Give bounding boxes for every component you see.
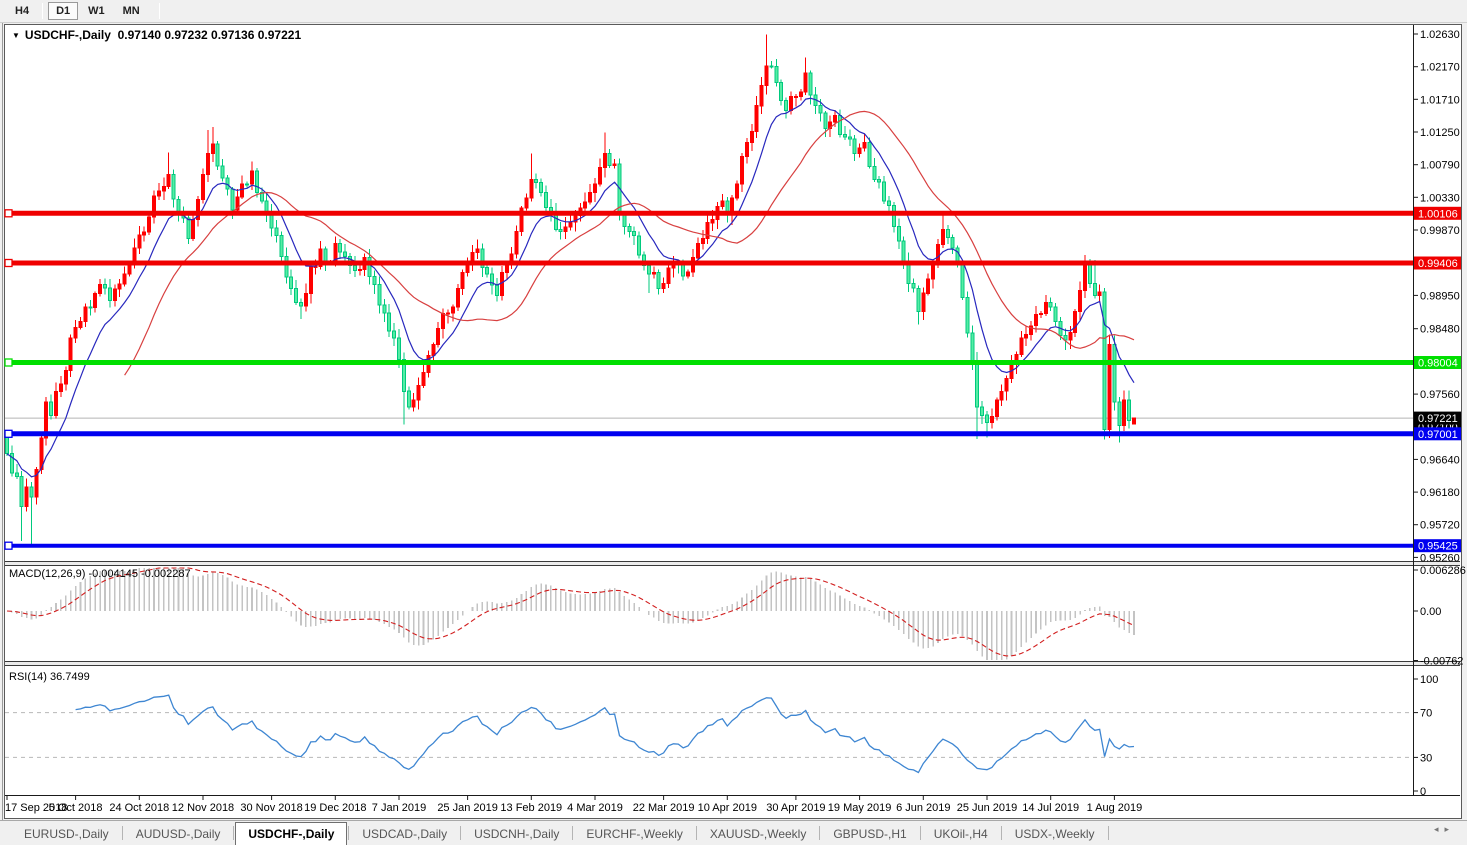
tab-separator <box>121 826 123 840</box>
svg-text:0.98004: 0.98004 <box>1418 358 1458 370</box>
svg-text:30 Apr 2019: 30 Apr 2019 <box>766 802 825 814</box>
rsi-line <box>75 694 1135 774</box>
svg-text:0.96640: 0.96640 <box>1420 454 1460 466</box>
timeframe-button-w1[interactable]: W1 <box>88 5 105 17</box>
svg-text:25 Jun 2019: 25 Jun 2019 <box>957 802 1018 814</box>
toolbar-separator <box>42 3 44 19</box>
ma-slow-line <box>124 110 1135 376</box>
chart-tab-xauusd-weekly[interactable]: XAUUSD-,Weekly <box>709 827 807 841</box>
tab-separator <box>460 826 462 840</box>
chart-title: ▼ USDCHF-,Daily 0.97140 0.97232 0.97136 0… <box>12 28 301 42</box>
tab-separator <box>695 826 697 840</box>
hline-marker <box>4 541 13 550</box>
svg-text:100: 100 <box>1420 674 1438 686</box>
svg-text:0.95720: 0.95720 <box>1420 520 1460 532</box>
svg-text:1.00106: 1.00106 <box>1418 208 1458 220</box>
svg-text:0.96180: 0.96180 <box>1420 487 1460 499</box>
timeframe-button-d1[interactable]: D1 <box>48 2 79 20</box>
tab-separator <box>919 826 921 840</box>
tab-separator <box>819 826 821 840</box>
svg-text:13 Feb 2019: 13 Feb 2019 <box>500 802 562 814</box>
svg-text:30 Nov 2018: 30 Nov 2018 <box>240 802 302 814</box>
chart-tab-audusd-daily[interactable]: AUDUSD-,Daily <box>135 827 221 841</box>
chart-tab-eurchf-weekly[interactable]: EURCHF-,Weekly <box>586 827 683 841</box>
hline-marker <box>4 209 13 218</box>
tab-separator <box>1107 826 1109 840</box>
tab-scroll-left-icon[interactable]: ◂ <box>1433 824 1445 834</box>
chart-tab-ukoil-h4[interactable]: UKOil-,H4 <box>933 827 988 841</box>
chevron-down-icon[interactable]: ▼ <box>12 31 20 40</box>
svg-text:0.98480: 0.98480 <box>1420 324 1460 336</box>
svg-text:0.97221: 0.97221 <box>1418 413 1458 425</box>
svg-text:0.00: 0.00 <box>1420 606 1441 618</box>
chart-tab-usdchf-daily[interactable]: USDCHF-,Daily <box>235 822 348 845</box>
timeframe-toolbar: H4 D1 W1 MN <box>0 0 1467 23</box>
svg-text:1.01250: 1.01250 <box>1420 127 1460 139</box>
timeframe-button-h4[interactable]: H4 <box>15 5 30 17</box>
hline-marker <box>4 358 13 367</box>
svg-text:1.00330: 1.00330 <box>1420 192 1460 204</box>
chart-tab-eurusd-daily[interactable]: EURUSD-,Daily <box>24 827 109 841</box>
svg-text:0.98950: 0.98950 <box>1420 290 1460 302</box>
chart-tab-usdcad-daily[interactable]: USDCAD-,Daily <box>362 827 448 841</box>
tab-separator <box>1000 826 1002 840</box>
svg-text:19 Dec 2018: 19 Dec 2018 <box>304 802 366 814</box>
svg-text:22 Mar 2019: 22 Mar 2019 <box>633 802 695 814</box>
ma-fast-line <box>6 97 1135 478</box>
svg-text:70: 70 <box>1420 708 1432 720</box>
macd-histogram <box>11 568 1135 660</box>
svg-text:0.006286: 0.006286 <box>1420 565 1466 577</box>
toolbar-separator <box>158 3 160 19</box>
svg-text:24 Oct 2018: 24 Oct 2018 <box>109 802 169 814</box>
svg-text:0.97001: 0.97001 <box>1418 429 1458 441</box>
svg-text:4 Mar 2019: 4 Mar 2019 <box>567 802 623 814</box>
chart-tab-usdx-weekly[interactable]: USDX-,Weekly <box>1014 827 1095 841</box>
svg-text:1 Aug 2019: 1 Aug 2019 <box>1087 802 1143 814</box>
macd-signal-line <box>6 567 1135 657</box>
chart-ohlc-values: 0.97140 0.97232 0.97136 0.97221 <box>117 28 302 42</box>
svg-text:5 Oct 2018: 5 Oct 2018 <box>49 802 103 814</box>
svg-text:1.02630: 1.02630 <box>1420 29 1460 41</box>
timeframe-button-mn[interactable]: MN <box>122 5 140 17</box>
svg-text:-0.00762: -0.00762 <box>1420 656 1463 668</box>
tabbar-scroll-arrows: ◂▸ <box>1434 824 1455 835</box>
svg-text:17 Sep 2018: 17 Sep 2018 <box>5 802 67 814</box>
chart-symbol-label: USDCHF-,Daily <box>24 28 111 42</box>
svg-text:14 Jul 2019: 14 Jul 2019 <box>1022 802 1079 814</box>
svg-text:30: 30 <box>1420 752 1432 764</box>
svg-text:1.01710: 1.01710 <box>1420 94 1460 106</box>
chart-tabbar: EURUSD-,Daily AUDUSD-,Daily USDCHF-,Daily U… <box>0 820 1467 845</box>
svg-text:0.99870: 0.99870 <box>1420 225 1460 237</box>
svg-text:10 Apr 2019: 10 Apr 2019 <box>698 802 757 814</box>
svg-text:0.95260: 0.95260 <box>1420 552 1460 564</box>
svg-text:0.95425: 0.95425 <box>1418 541 1458 553</box>
chart-tab-gbpusd-h1[interactable]: GBPUSD-,H1 <box>833 827 907 841</box>
macd-indicator-label: MACD(12,26,9) -0.004145 -0.002287 <box>9 568 191 580</box>
svg-text:1.00790: 1.00790 <box>1420 160 1460 172</box>
svg-text:0.99406: 0.99406 <box>1418 258 1458 270</box>
tab-scroll-right-icon[interactable]: ▸ <box>1444 824 1455 834</box>
tab-separator <box>348 826 350 840</box>
svg-text:25 Jan 2019: 25 Jan 2019 <box>437 802 498 814</box>
tab-separator <box>233 826 235 840</box>
svg-text:0.97560: 0.97560 <box>1420 389 1460 401</box>
svg-text:6 Jun 2019: 6 Jun 2019 <box>896 802 950 814</box>
hline-marker <box>4 258 13 268</box>
tab-separator <box>572 826 574 840</box>
svg-text:12 Nov 2018: 12 Nov 2018 <box>172 802 234 814</box>
hline-marker <box>4 429 13 438</box>
chart-tab-usdcnh-daily[interactable]: USDCNH-,Daily <box>474 827 560 841</box>
rsi-indicator-label: RSI(14) 36.7499 <box>9 671 90 683</box>
svg-text:1.02170: 1.02170 <box>1420 62 1460 74</box>
svg-text:7 Jan 2019: 7 Jan 2019 <box>372 802 426 814</box>
svg-text:0: 0 <box>1420 786 1426 798</box>
svg-text:19 May 2019: 19 May 2019 <box>828 802 892 814</box>
